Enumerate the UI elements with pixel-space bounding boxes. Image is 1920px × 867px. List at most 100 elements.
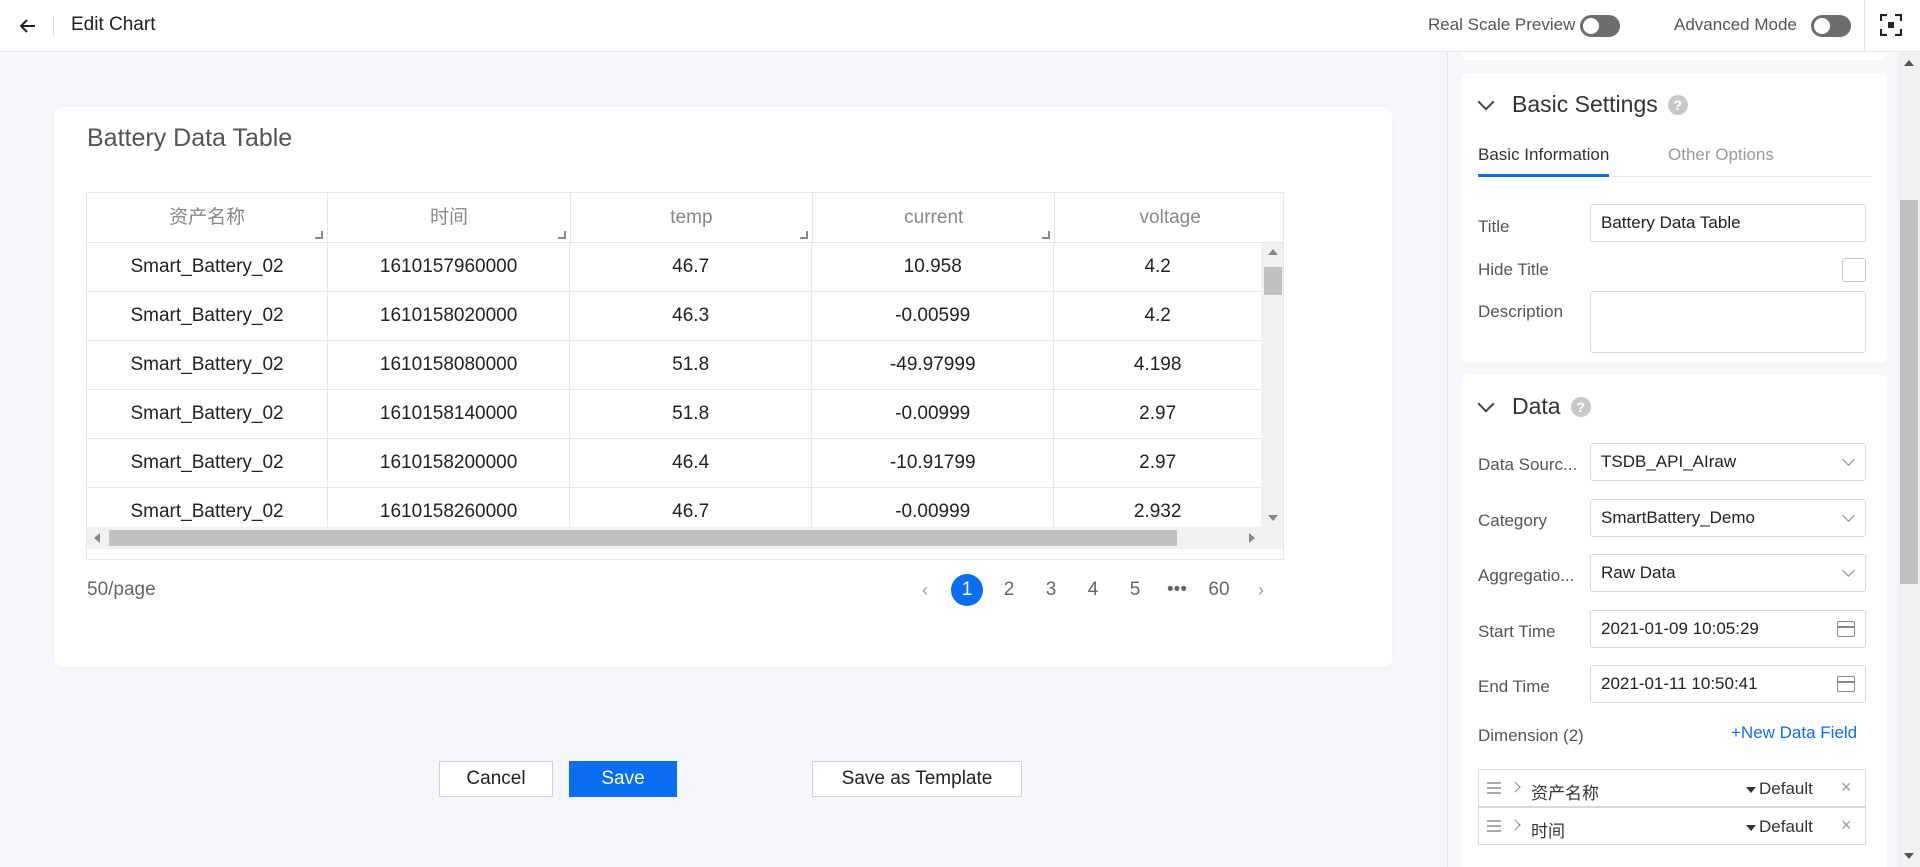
tab-other-options[interactable]: Other Options — [1668, 145, 1774, 164]
chevron-down-icon — [1842, 453, 1855, 466]
column-resize-handle[interactable] — [1042, 231, 1051, 239]
column-resize-handle[interactable] — [557, 231, 566, 239]
column-header[interactable]: temp — [571, 193, 814, 243]
scroll-down-icon[interactable] — [1268, 515, 1278, 521]
real-scale-preview-toggle[interactable] — [1580, 15, 1620, 37]
chevron-down-icon — [1842, 564, 1855, 577]
fullscreen-button[interactable] — [1879, 13, 1904, 38]
scroll-up-icon[interactable] — [1268, 249, 1278, 255]
new-data-field-button[interactable]: +New Data Field — [1731, 723, 1858, 742]
table-cell: 10.958 — [812, 243, 1055, 291]
drag-handle-icon[interactable] — [1487, 782, 1501, 794]
table-cell: Smart_Battery_02 — [87, 488, 329, 527]
help-icon[interactable]: ? — [1667, 94, 1688, 115]
end-time-picker[interactable]: 2021-01-11 10:50:41 — [1590, 665, 1866, 703]
fullscreen-icon — [1879, 13, 1903, 37]
page-size-label[interactable]: 50/page — [87, 579, 156, 600]
chevron-down-icon — [1842, 509, 1855, 522]
chevron-down-icon — [1477, 395, 1495, 412]
table-cell: 4.2 — [1144, 256, 1171, 277]
column-resize-handle[interactable] — [315, 231, 324, 239]
start-time-picker[interactable]: 2021-01-09 10:05:29 — [1590, 610, 1866, 648]
real-scale-preview-label: Real Scale Preview — [1428, 15, 1576, 34]
page-button[interactable]: 2 — [1003, 579, 1015, 600]
page-ellipsis[interactable]: ••• — [1167, 579, 1187, 600]
save-as-template-button[interactable]: Save as Template — [812, 761, 1022, 797]
previous-section — [1462, 52, 1887, 60]
page-button[interactable]: 3 — [1045, 579, 1057, 600]
column-header[interactable]: 时间 — [328, 193, 571, 243]
table-cell: 46.7 — [570, 243, 813, 291]
scroll-thumb[interactable] — [1900, 200, 1918, 584]
pagination: ‹ 1 2 3 4 5 ••• 60 › — [904, 574, 1282, 606]
help-icon[interactable]: ? — [1570, 396, 1591, 417]
table-cell: -0.00999 — [812, 488, 1055, 527]
dimension-item[interactable]: 资产名称 Default × — [1478, 769, 1866, 807]
dimension-aggregation-select[interactable]: Default — [1746, 817, 1813, 837]
caret-down-icon — [1746, 824, 1756, 831]
data-section: Data ? Data Sourc... TSDB_API_AIraw Cate… — [1462, 375, 1887, 867]
data-source-select[interactable]: TSDB_API_AIraw — [1590, 443, 1866, 481]
caret-down-icon — [1746, 786, 1756, 793]
scroll-thumb[interactable] — [1264, 267, 1282, 295]
back-button[interactable] — [14, 12, 42, 40]
start-time-label: Start Time — [1478, 622, 1556, 641]
dimension-item[interactable]: 时间 Default × — [1478, 807, 1866, 845]
next-page-button[interactable]: › — [1258, 580, 1264, 600]
category-select[interactable]: SmartBattery_Demo — [1590, 499, 1866, 537]
top-bar: Edit Chart Real Scale Preview Advanced M… — [0, 0, 1920, 52]
column-header[interactable]: voltage — [1139, 207, 1201, 228]
aggregation-label: Aggregatio... — [1478, 566, 1575, 585]
cancel-button[interactable]: Cancel — [439, 761, 553, 797]
advanced-mode-label: Advanced Mode — [1674, 15, 1797, 34]
tab-basic-information[interactable]: Basic Information — [1478, 145, 1610, 177]
dimension-label: Dimension (2) — [1478, 726, 1584, 745]
save-button[interactable]: Save — [569, 761, 677, 797]
table-cell: 1610157960000 — [328, 243, 571, 291]
table-cell: 1610158020000 — [328, 292, 571, 340]
page-button[interactable]: 5 — [1129, 579, 1141, 600]
table-row: Smart_Battery_02 1610158020000 46.3 -0.0… — [87, 292, 1261, 341]
calendar-icon — [1837, 676, 1855, 692]
hide-title-checkbox[interactable] — [1842, 258, 1866, 282]
description-textarea[interactable] — [1590, 291, 1866, 353]
table-cell: -0.00599 — [812, 292, 1055, 340]
remove-dimension-button[interactable]: × — [1841, 777, 1852, 797]
scroll-left-icon[interactable] — [94, 533, 100, 543]
table-horizontal-scrollbar[interactable] — [87, 527, 1283, 549]
table-cell: Smart_Battery_02 — [87, 439, 329, 487]
page-button[interactable]: 4 — [1087, 579, 1099, 600]
basic-settings-header[interactable]: Basic Settings ? — [1477, 91, 1688, 118]
scroll-down-icon[interactable] — [1904, 853, 1914, 859]
chevron-right-icon[interactable] — [1509, 819, 1521, 831]
advanced-mode-toggle[interactable] — [1811, 15, 1851, 37]
header-divider-right — [1864, 0, 1865, 52]
column-resize-handle[interactable] — [800, 231, 809, 239]
scroll-thumb[interactable] — [109, 530, 1177, 546]
chevron-right-icon[interactable] — [1509, 781, 1521, 793]
aggregation-select[interactable]: Raw Data — [1590, 554, 1866, 592]
data-header[interactable]: Data ? — [1477, 393, 1591, 420]
drag-handle-icon[interactable] — [1487, 820, 1501, 832]
scroll-right-icon[interactable] — [1249, 533, 1255, 543]
title-input[interactable]: Battery Data Table — [1590, 204, 1866, 242]
table-vertical-scrollbar[interactable] — [1261, 243, 1283, 527]
panel-scrollbar[interactable] — [1898, 52, 1920, 867]
column-header[interactable]: 资产名称 — [87, 193, 329, 243]
page-title: Edit Chart — [71, 14, 156, 35]
table-cell: 46.3 — [570, 292, 813, 340]
remove-dimension-button[interactable]: × — [1841, 815, 1852, 835]
table-header: 资产名称 时间 temp current voltage — [87, 193, 1283, 243]
table-row: Smart_Battery_02 1610157960000 46.7 10.9… — [87, 243, 1261, 292]
table-cell: Smart_Battery_02 — [87, 243, 329, 291]
dimension-name: 时间 — [1531, 822, 1565, 841]
dimension-aggregation-select[interactable]: Default — [1746, 779, 1813, 799]
column-header[interactable]: current — [813, 193, 1056, 243]
prev-page-button[interactable]: ‹ — [922, 580, 928, 600]
table-cell: Smart_Battery_02 — [87, 341, 329, 389]
scroll-up-icon[interactable] — [1904, 60, 1914, 66]
page-button[interactable]: 60 — [1208, 579, 1230, 600]
table-cell: 1610158260000 — [328, 488, 571, 527]
table-row: Smart_Battery_02 1610158260000 46.7 -0.0… — [87, 488, 1261, 527]
page-button[interactable]: 1 — [951, 574, 983, 606]
